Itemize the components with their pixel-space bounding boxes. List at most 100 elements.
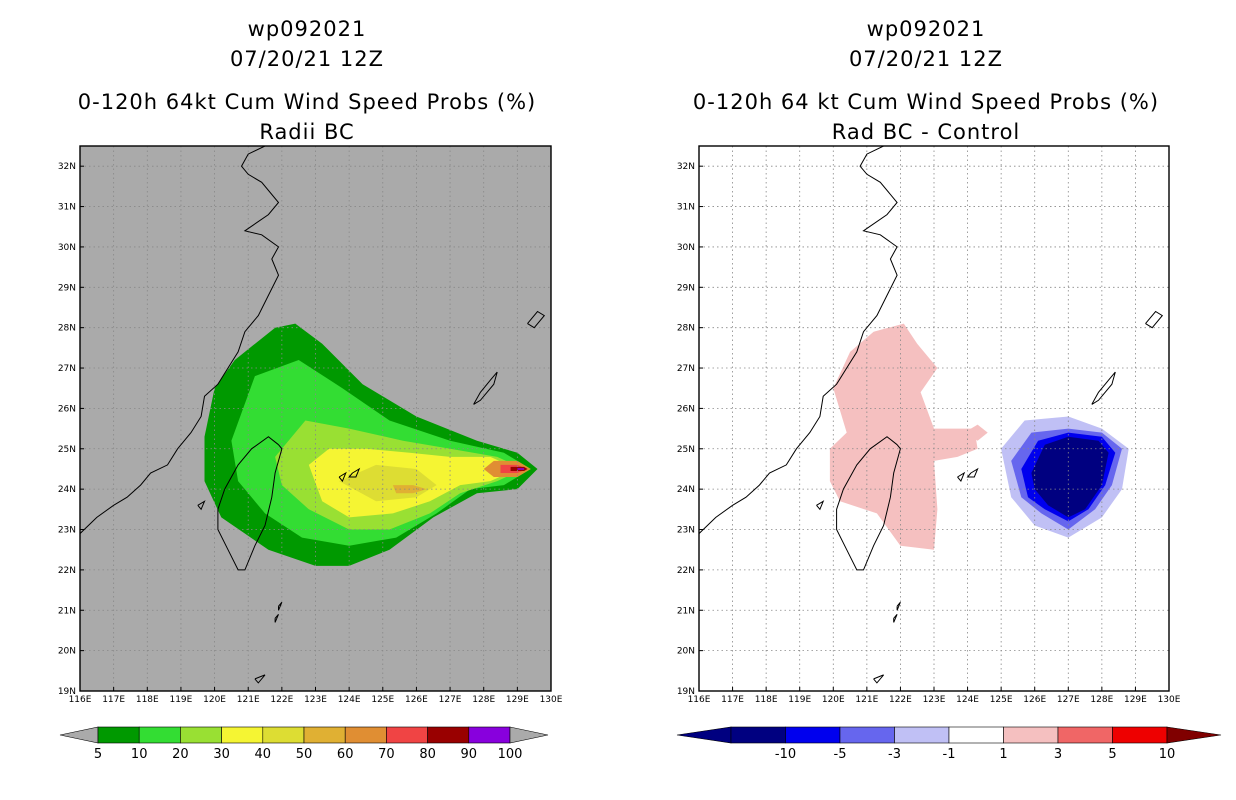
right-xtick-label-6: 122E xyxy=(889,695,912,705)
right-coastline-6 xyxy=(1182,231,1192,243)
left-ytick-label-3: 22N xyxy=(58,566,76,576)
left-colorbar-label-1: 10 xyxy=(131,747,148,762)
left-colorbar-swatch-0 xyxy=(97,726,140,744)
right-ytick-label-4: 23N xyxy=(677,526,695,536)
right-ytick-label-2: 21N xyxy=(677,606,695,616)
left-probability-fill xyxy=(204,323,538,566)
right-contour-1 xyxy=(964,424,988,441)
right-coastline-3 xyxy=(957,471,966,483)
right-colorbar-over xyxy=(1166,726,1222,744)
right-xtick-label-3: 119E xyxy=(788,695,811,705)
right-colorbar-swatch-1 xyxy=(785,726,841,744)
right-colorbar-label-2: -3 xyxy=(888,747,901,762)
left-colorbar-swatch-8 xyxy=(427,726,470,744)
left-colorbar-swatch-4 xyxy=(262,726,305,744)
right-xtick-label-13: 129E xyxy=(1124,695,1147,705)
right-contour-5 xyxy=(1031,436,1109,518)
left-x-ticks: 116E 117E 118E 119E 120E 121E 122E 123E 124E 125E… xyxy=(69,687,563,705)
left-title-subtitle: Radii BC xyxy=(259,120,354,144)
left-xtick-label-4: 120E xyxy=(203,695,226,705)
left-colorbar-swatch-3 xyxy=(221,726,264,744)
right-xtick-label-12: 128E xyxy=(1090,695,1113,705)
left-xtick-label-8: 124E xyxy=(338,695,361,705)
left-xtick-label-0: 116E xyxy=(69,695,92,705)
right-coastline-0 xyxy=(699,146,898,534)
right-colorbar-swatch-3 xyxy=(894,726,950,744)
left-xtick-label-12: 128E xyxy=(472,695,495,705)
right-colorbar-swatch-6 xyxy=(1057,726,1113,744)
right-ytick-label-10: 29N xyxy=(677,283,695,293)
left-xtick-label-10: 126E xyxy=(405,695,428,705)
left-ytick-label-13: 32N xyxy=(58,162,76,172)
right-xtick-label-10: 126E xyxy=(1023,695,1046,705)
right-ytick-label-0: 19N xyxy=(677,687,695,697)
left-coastline-2 xyxy=(348,467,361,478)
left-coastline-3 xyxy=(338,471,347,483)
right-ytick-label-12: 31N xyxy=(677,203,695,213)
right-y-ticks: 19N 20N 21N 22N 23N 24N 25N 26N 27N 28N 29N 30N 31N 3… xyxy=(677,162,703,697)
right-ytick-label-6: 25N xyxy=(677,445,695,455)
left-colorbar-swatch-5 xyxy=(303,726,346,744)
left-xtick-label-3: 119E xyxy=(169,695,192,705)
left-ytick-label-9: 28N xyxy=(58,324,76,334)
left-coastline-1 xyxy=(217,436,283,571)
left-contour-9 xyxy=(517,468,525,470)
right-coastline-1 xyxy=(836,436,901,571)
left-coastline-7 xyxy=(197,500,206,511)
left-title-main: 0-120h 64kt Cum Wind Speed Probs (%) xyxy=(78,90,536,114)
left-ytick-label-1: 20N xyxy=(58,647,76,657)
left-colorbar-label-8: 80 xyxy=(419,747,436,762)
left-xtick-label-6: 122E xyxy=(270,695,293,705)
right-title-main: 0-120h 64 kt Cum Wind Speed Probs (%) xyxy=(693,90,1159,114)
right-coastline-8 xyxy=(893,613,898,623)
left-xtick-label-14: 130E xyxy=(540,695,563,705)
right-colorbar: -10 -5 -3 -1 1 3 5 10 xyxy=(676,726,1222,762)
right-ytick-label-13: 32N xyxy=(677,162,695,172)
left-colorbar-label-4: 40 xyxy=(255,747,272,762)
left-coastline-10 xyxy=(254,674,266,684)
right-x-ticks: 116E 117E 118E 119E 120E 121E 122E 123E 124E 125E… xyxy=(688,687,1181,705)
left-colorbar-label-0: 5 xyxy=(94,747,102,762)
right-xtick-label-11: 127E xyxy=(1057,695,1080,705)
left-ytick-label-11: 30N xyxy=(58,243,76,253)
left-xtick-label-2: 118E xyxy=(136,695,159,705)
left-colorbar-label-9: 90 xyxy=(461,747,478,762)
left-title-storm-id: wp092021 xyxy=(248,17,367,41)
right-ytick-label-9: 28N xyxy=(677,324,695,334)
left-xtick-label-9: 125E xyxy=(371,695,394,705)
right-xtick-label-7: 123E xyxy=(923,695,946,705)
right-colorbar-swatch-5 xyxy=(1003,726,1059,744)
right-coastline-5 xyxy=(1145,310,1164,329)
left-colorbar-swatch-6 xyxy=(344,726,387,744)
right-colorbar-label-6: 5 xyxy=(1108,747,1116,762)
right-coastline xyxy=(699,146,1192,684)
right-title-subtitle: Rad BC - Control xyxy=(832,120,1021,144)
left-coastline xyxy=(80,146,546,684)
left-colorbar-label-5: 50 xyxy=(296,747,313,762)
right-colorbar-label-3: -1 xyxy=(943,747,956,762)
left-ytick-label-4: 23N xyxy=(58,526,76,536)
right-xtick-label-8: 124E xyxy=(956,695,979,705)
left-gridlines xyxy=(80,146,551,691)
right-colorbar-label-5: 3 xyxy=(1054,747,1062,762)
left-coastline-8 xyxy=(274,613,279,623)
left-colorbar-swatch-9 xyxy=(468,726,511,744)
right-coastline-10 xyxy=(873,674,884,684)
right-colorbar-swatch-4 xyxy=(948,726,1004,744)
left-colorbar: 5 10 20 30 40 50 60 70 80 90 100 xyxy=(59,726,549,762)
right-xtick-label-9: 125E xyxy=(990,695,1013,705)
left-ytick-label-6: 25N xyxy=(58,445,76,455)
right-xtick-label-4: 120E xyxy=(822,695,845,705)
left-colorbar-swatch-7 xyxy=(386,726,428,744)
right-gridlines xyxy=(699,146,1169,691)
right-colorbar-label-7: 10 xyxy=(1159,747,1176,762)
right-coastline-2 xyxy=(966,467,979,478)
right-xtick-label-14: 130E xyxy=(1158,695,1181,705)
left-colorbar-label-7: 70 xyxy=(378,747,395,762)
left-colorbar-label-6: 60 xyxy=(337,747,354,762)
right-colorbar-label-0: -10 xyxy=(775,747,796,762)
left-xtick-label-13: 129E xyxy=(506,695,529,705)
left-ytick-label-0: 19N xyxy=(58,687,76,697)
left-ytick-label-8: 27N xyxy=(58,364,76,374)
